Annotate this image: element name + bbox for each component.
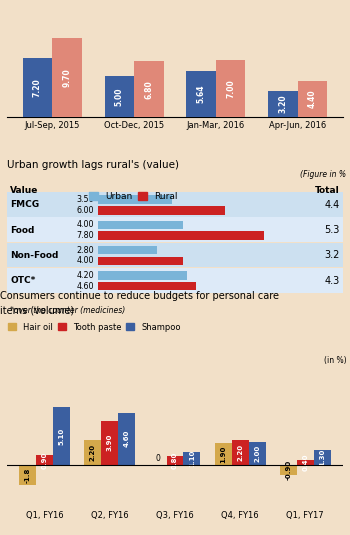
Text: 0.80: 0.80 xyxy=(172,452,178,469)
Bar xyxy=(102,421,118,465)
Bar xyxy=(232,440,248,465)
FancyBboxPatch shape xyxy=(98,282,196,291)
Text: 6.00: 6.00 xyxy=(77,206,94,215)
Bar xyxy=(187,71,216,117)
Bar xyxy=(280,465,297,475)
FancyBboxPatch shape xyxy=(98,206,225,215)
Text: Value: Value xyxy=(10,186,39,195)
Text: 0.40: 0.40 xyxy=(302,454,308,471)
Text: Food: Food xyxy=(10,226,35,234)
Text: 1.90: 1.90 xyxy=(220,446,226,463)
Text: 4.20: 4.20 xyxy=(77,271,95,280)
Bar xyxy=(134,62,163,117)
FancyBboxPatch shape xyxy=(7,243,343,268)
FancyBboxPatch shape xyxy=(7,217,343,242)
Text: 2.00: 2.00 xyxy=(254,445,260,462)
Text: 0.90: 0.90 xyxy=(42,451,48,469)
Text: 1.10: 1.10 xyxy=(189,450,195,468)
Text: 4.40: 4.40 xyxy=(308,90,317,109)
Bar xyxy=(53,407,70,465)
Bar xyxy=(105,76,134,117)
Bar xyxy=(167,456,183,465)
Text: 4.3: 4.3 xyxy=(324,276,339,286)
Text: (in %): (in %) xyxy=(324,356,346,365)
Text: OTC*: OTC* xyxy=(10,276,36,285)
FancyBboxPatch shape xyxy=(7,192,343,217)
Text: 3.2: 3.2 xyxy=(324,250,340,261)
Text: FMCG: FMCG xyxy=(10,200,40,209)
Text: 7.80: 7.80 xyxy=(77,231,95,240)
Bar xyxy=(19,465,36,485)
Text: 2.20: 2.20 xyxy=(237,444,243,461)
Bar xyxy=(297,461,314,465)
Text: 7.20: 7.20 xyxy=(33,78,42,97)
Text: 7.00: 7.00 xyxy=(226,79,235,98)
Text: 3.90: 3.90 xyxy=(107,434,113,452)
Bar xyxy=(183,453,201,465)
Text: 2.20: 2.20 xyxy=(90,444,96,461)
Text: 6.80: 6.80 xyxy=(144,80,153,98)
Text: 4.00: 4.00 xyxy=(77,256,94,265)
Text: 0: 0 xyxy=(156,454,161,463)
Bar xyxy=(22,58,52,117)
Bar xyxy=(84,440,101,465)
Text: 5.00: 5.00 xyxy=(115,87,124,106)
Bar xyxy=(248,442,266,465)
FancyBboxPatch shape xyxy=(98,271,187,280)
Bar xyxy=(52,37,82,117)
Bar xyxy=(215,444,232,465)
FancyBboxPatch shape xyxy=(98,257,183,265)
Text: Urban growth lags rural's (value): Urban growth lags rural's (value) xyxy=(7,160,179,170)
Text: 3.20: 3.20 xyxy=(279,95,288,113)
Text: *over the counter (medicines): *over the counter (medicines) xyxy=(10,306,126,315)
FancyBboxPatch shape xyxy=(98,221,183,229)
Text: Non-Food: Non-Food xyxy=(10,251,59,260)
Legend: Volume, Value: Volume, Value xyxy=(239,0,342,2)
Text: Total: Total xyxy=(315,186,340,195)
Text: 4.4: 4.4 xyxy=(324,200,339,210)
Legend: Hair oil, Tooth paste, Shampoo: Hair oil, Tooth paste, Shampoo xyxy=(5,319,184,335)
Text: items (volume): items (volume) xyxy=(0,305,75,315)
Bar xyxy=(36,455,53,465)
Text: -1.8: -1.8 xyxy=(25,468,31,483)
Text: 2.80: 2.80 xyxy=(77,246,95,255)
Bar xyxy=(268,91,298,117)
Bar xyxy=(216,60,245,117)
FancyBboxPatch shape xyxy=(98,246,157,255)
Text: 4.60: 4.60 xyxy=(124,430,130,447)
FancyBboxPatch shape xyxy=(7,268,343,293)
Text: -0.90: -0.90 xyxy=(285,460,291,480)
Text: 1.30: 1.30 xyxy=(319,449,325,467)
Legend: Urban, Rural: Urban, Rural xyxy=(85,188,181,204)
Text: 4.60: 4.60 xyxy=(77,281,94,291)
Bar xyxy=(118,412,135,465)
Text: Consumers continue to reduce budgets for personal care: Consumers continue to reduce budgets for… xyxy=(0,291,279,301)
Text: (Figure in %: (Figure in % xyxy=(300,170,346,179)
Bar xyxy=(298,81,328,117)
FancyBboxPatch shape xyxy=(98,231,264,240)
Text: 4.00: 4.00 xyxy=(77,220,94,230)
Text: 3.50: 3.50 xyxy=(77,195,95,204)
Text: 5.10: 5.10 xyxy=(59,427,65,445)
FancyBboxPatch shape xyxy=(98,195,172,204)
Text: 5.3: 5.3 xyxy=(324,225,340,235)
Bar xyxy=(314,450,331,465)
Text: 5.64: 5.64 xyxy=(197,85,206,103)
Text: 9.70: 9.70 xyxy=(62,68,71,87)
